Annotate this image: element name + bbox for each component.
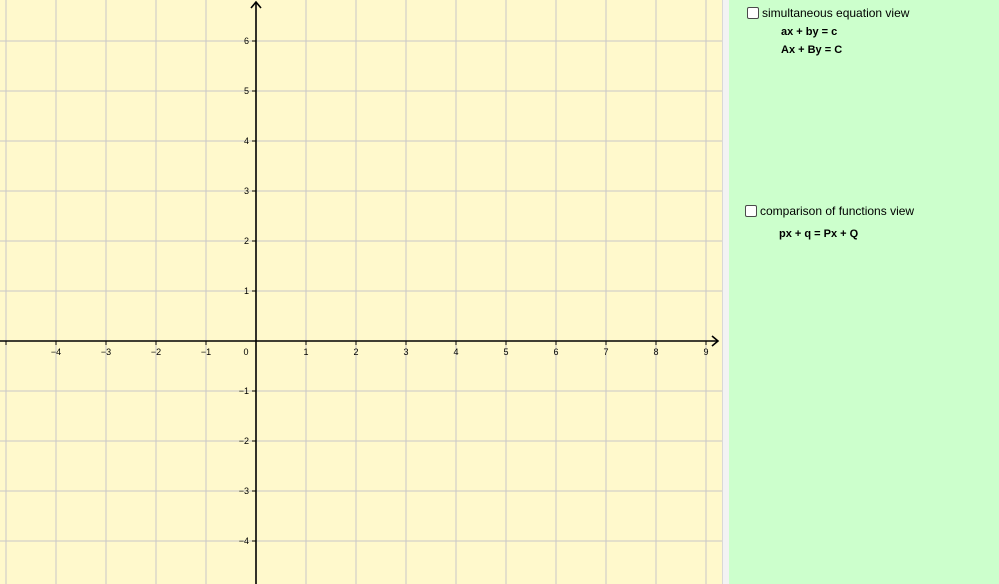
y-tick-label: −3 [239, 486, 249, 496]
y-tick-label: 4 [244, 136, 249, 146]
simultaneous-view-label: simultaneous equation view [762, 6, 910, 20]
y-tick-label: 3 [244, 186, 249, 196]
x-tick-label: 4 [453, 347, 458, 357]
x-tick-label: 5 [503, 347, 508, 357]
coordinate-grid[interactable]: −4 −3 −2 −1 0 1 2 3 4 5 6 7 8 9 6 5 4 3 2 1 −1 −2 −3 −4 [0, 0, 722, 584]
x-tick-label: 9 [703, 347, 708, 357]
x-tick-label: 7 [603, 347, 608, 357]
y-tick-label: 2 [244, 236, 249, 246]
comparison-view-toggle[interactable]: comparison of functions view [745, 204, 914, 218]
y-tick-label: −4 [239, 536, 249, 546]
y-axis-arrow-icon [250, 0, 262, 9]
side-panel: simultaneous equation view ax + by = c A… [729, 0, 999, 584]
comparison-view-label: comparison of functions view [760, 204, 915, 218]
y-tick-label: −2 [239, 436, 249, 446]
x-tick-label: −1 [201, 347, 211, 357]
x-tick-label: 6 [553, 347, 558, 357]
view-divider[interactable] [722, 0, 729, 584]
equation-px-q-Px-Q: px + q = Px + Q [779, 228, 859, 240]
equation-ax-by-c: ax + by = c [781, 26, 838, 38]
equation-Ax-By-C: Ax + By = C [781, 44, 843, 56]
x-axis-arrow-icon [711, 335, 720, 347]
x-tick-label: 0 [243, 347, 248, 357]
simultaneous-view-toggle[interactable]: simultaneous equation view [747, 6, 909, 20]
x-tick-label: −4 [51, 347, 61, 357]
x-tick-label: 8 [653, 347, 658, 357]
x-tick-label: 3 [403, 347, 408, 357]
simultaneous-view-checkbox[interactable] [747, 7, 759, 19]
x-tick-label: 2 [353, 347, 358, 357]
comparison-view-checkbox[interactable] [745, 205, 757, 217]
y-tick-label: 6 [244, 36, 249, 46]
graphics-view[interactable]: −4 −3 −2 −1 0 1 2 3 4 5 6 7 8 9 6 5 4 3 2 1 −1 −2 −3 −4 [0, 0, 722, 584]
y-tick-label: −1 [239, 386, 249, 396]
x-tick-label: −2 [151, 347, 161, 357]
x-tick-label: 1 [303, 347, 308, 357]
y-tick-label: 1 [244, 286, 249, 296]
x-tick-label: −3 [101, 347, 111, 357]
y-tick-label: 5 [244, 86, 249, 96]
